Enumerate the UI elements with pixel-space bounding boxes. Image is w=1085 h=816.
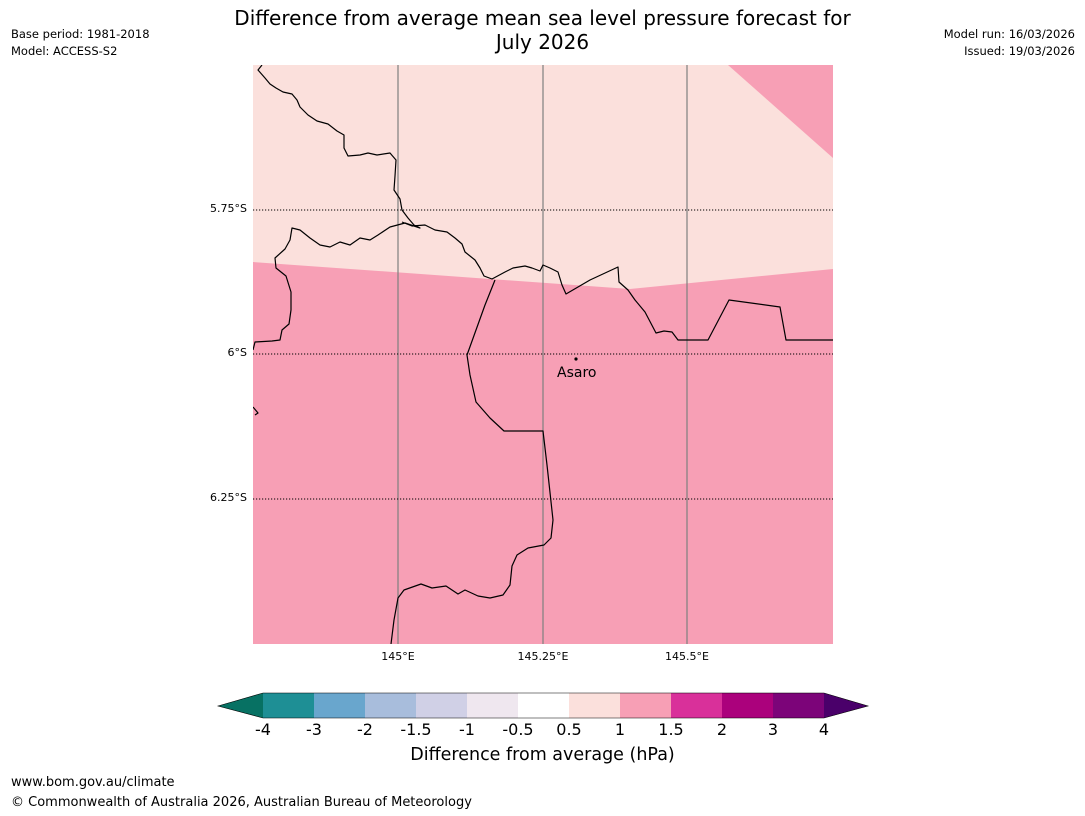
lon-label-145: 145°E [381,650,415,663]
colorbar-bin [314,693,365,718]
colorbar-bin [467,693,518,718]
province-border-north [253,65,421,351]
asaro-marker [574,357,578,361]
colorbar-tick: -0.5 [502,720,534,739]
colorbar-tick: 3 [767,720,779,739]
colorbar-low-extend [218,693,263,718]
model-text: Model: ACCESS-S2 [11,44,118,58]
colorbar-label: Difference from average (hPa) [410,745,675,765]
lat-label-6: 6°S [227,346,247,359]
header-meta-right: Model run: 16/03/2026 Issued: 19/03/2026 [944,26,1075,60]
province-border-west-stub [253,406,259,416]
base-period-text: Base period: 1981-2018 [11,27,150,41]
colorbar-bin [773,693,824,718]
colorbar-tick: 0.5 [556,720,582,739]
colorbar-tick: 4 [818,720,830,739]
colorbar-tick: -2 [357,720,373,739]
colorbar-tick: 2 [716,720,728,739]
province-border-south [390,279,554,644]
colorbar-bin [416,693,467,718]
colorbar-high-extend [824,693,868,718]
title-line-1: Difference from average mean sea level p… [234,6,851,30]
model-run-text: Model run: 16/03/2026 [943,27,1075,41]
colorbar-tick: -1 [459,720,475,739]
place-label-asaro: Asaro [557,365,597,381]
colorbar-bin [365,693,416,718]
colorbar-tick: -3 [306,720,322,739]
lon-label-145-25: 145.25°E [517,650,569,663]
colorbar-bin [620,693,671,718]
colorbar-tick: 1.5 [658,720,684,739]
colorbar-tick: -4 [255,720,271,739]
colorbar-outline [216,692,870,719]
header-meta-left: Base period: 1981-2018 Model: ACCESS-S2 [11,26,150,60]
lat-label-6-25: 6.25°S [210,491,247,504]
colorbar-bin [671,693,722,718]
footer-url[interactable]: www.bom.gov.au/climate [11,775,175,790]
colorbar-tick: 1 [614,720,626,739]
colorbar-tick: -1.5 [400,720,432,739]
colorbar-bin [518,693,569,718]
map-title: Difference from average mean sea level p… [200,6,885,54]
title-line-2: July 2026 [495,30,590,54]
lat-label-5-75: 5.75°S [210,202,247,215]
colorbar-bin [569,693,620,718]
province-border-east [401,221,833,341]
issued-text: Issued: 19/03/2026 [964,44,1075,58]
lon-label-145-5: 145.5°E [665,650,709,663]
colorbar-bin [263,693,314,718]
colorbar-bin [722,693,773,718]
anomaly-high-corner [728,65,833,158]
footer-copyright: © Commonwealth of Australia 2026, Austra… [11,795,472,810]
